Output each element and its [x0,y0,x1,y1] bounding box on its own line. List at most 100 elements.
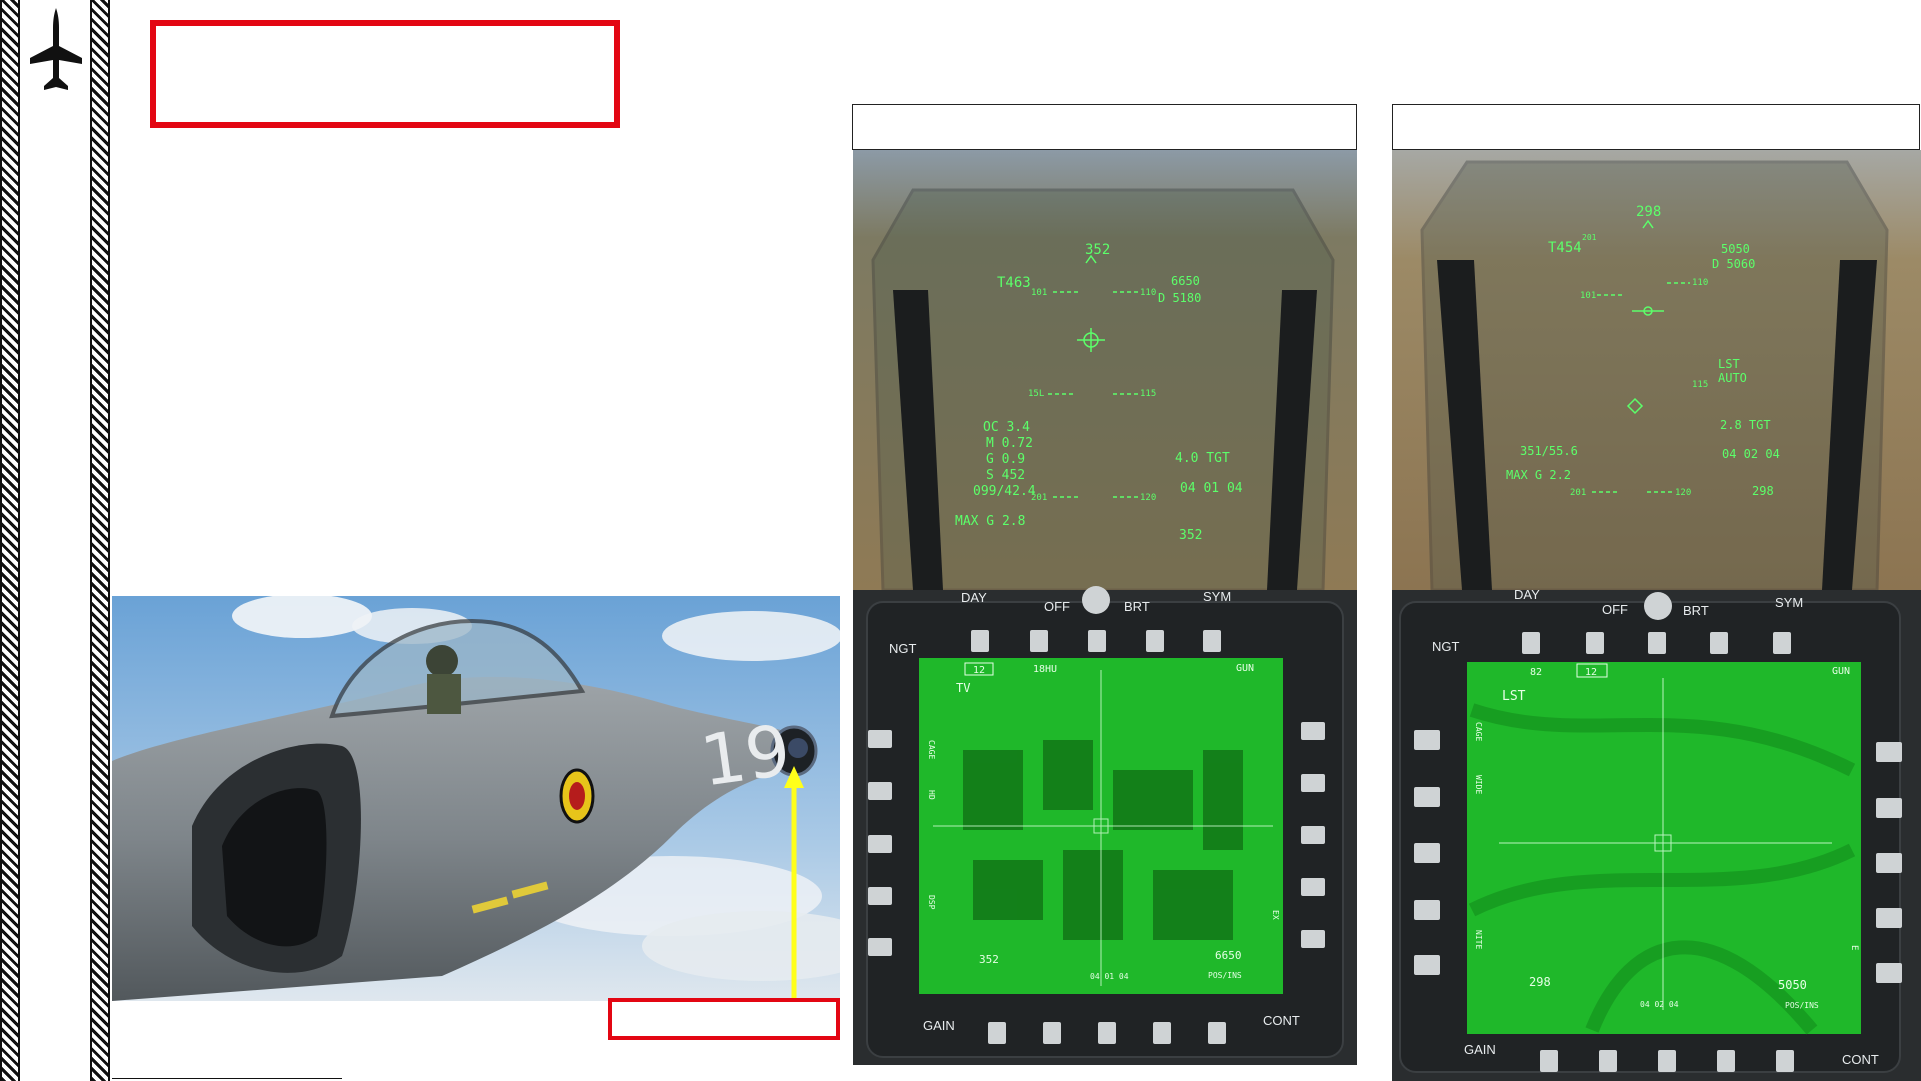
mpcd-right-ngt-label: NGT [1432,639,1460,654]
mpcd-left-screen-side-left1: CAGE [927,740,936,759]
mpcd-left-off-label: OFF [1044,599,1070,614]
mpcd-left-screen-mode: TV [956,681,970,695]
mpcd-right-right-button-1[interactable] [1876,742,1902,762]
mpcd-left-day-label: DAY [961,590,987,605]
mpcd-right-screen-top-right: GUN [1832,666,1850,677]
mpcd-right-left-button-3[interactable] [1414,843,1440,863]
mpcd-right-screen-side-left2: WIDE [1474,775,1483,794]
hud-r-range: 2.8 TGT [1720,418,1771,432]
mpcd-left-screen-heading: 352 [979,953,999,966]
mpcd-right-right-button-3[interactable] [1876,853,1902,873]
mpcd-left-screen-box: 12 [973,665,985,676]
callout-box [608,998,840,1040]
mpcd-right-gain-label: GAIN [1464,1042,1496,1057]
mpcd-right-right-button-2[interactable] [1876,798,1902,818]
hud-ladder-mid-right: 115 [1140,389,1156,399]
mpcd-right-bottom-button-3[interactable] [1658,1050,1676,1072]
mpcd-right-screen-mode: LST [1502,689,1526,704]
hud-r-target-heading: T454 [1548,240,1582,256]
mpcd-left-bottom-button-4[interactable] [1153,1022,1171,1044]
hud-r-ladder-top-left: 101 [1580,291,1596,301]
mpcd-left-left-button-1[interactable] [868,730,892,748]
mpcd-left-right-button-2[interactable] [1301,774,1325,792]
hud-ladder-top-left: 101 [1031,288,1047,298]
mpcd-right-screen-pos: POS/INS [1785,1001,1819,1010]
hud-r-bearing: 351/55.6 [1520,444,1578,458]
hud-r-max-g: MAX G 2.2 [1506,468,1571,482]
hud-ladder-mid-left: 15L [1028,389,1044,399]
mpcd-right-top-button-2[interactable] [1586,632,1604,654]
hud-ladder-low-left: 201 [1031,493,1047,503]
aircraft-photo: 19 [112,596,840,1001]
right-cockpit-screenshot: 298 T454 5050 D 5060 LST AUTO 2.8 TGT 04… [1392,150,1921,1081]
mpcd-left-right-button-3[interactable] [1301,826,1325,844]
hud-target-heading: T463 [997,275,1031,291]
mpcd-left-top-button-5[interactable] [1203,630,1221,652]
hud-r-ladder-low-left: 201 [1570,488,1586,498]
mpcd-left-brightness-knob[interactable] [1082,586,1110,614]
mpcd-left-left-button-5[interactable] [868,938,892,956]
mpcd-right-sym-label: SYM [1775,595,1803,610]
mpcd-left-screen-side-right: EX [1271,910,1280,920]
mpcd-right-left-button-5[interactable] [1414,955,1440,975]
hud-r-distance-top: 5050 [1721,242,1750,256]
hud-r-small: 201 [1582,233,1597,242]
left-cockpit-screenshot: 352 T463 6650 D 5180 OC 3.4 M 0.72 G 0.9… [853,150,1357,1065]
mpcd-right-brt-label: BRT [1683,603,1709,618]
mpcd-left-bottom-button-2[interactable] [1043,1022,1061,1044]
mpcd-right-right-button-4[interactable] [1876,908,1902,928]
mpcd-left-left-button-2[interactable] [868,782,892,800]
mpcd-left-right-button-4[interactable] [1301,878,1325,896]
hud-aoa: OC 3.4 [983,420,1030,435]
mpcd-right-right-button-5[interactable] [1876,963,1902,983]
mpcd-right-bottom-button-1[interactable] [1540,1050,1558,1072]
mpcd-left-screen-time: 04 01 04 [1090,972,1129,981]
mpcd-left-left-button-3[interactable] [868,835,892,853]
mpcd-left-bottom-button-1[interactable] [988,1022,1006,1044]
mpcd-left-right-button-5[interactable] [1301,930,1325,948]
hud-r-ladder-low-right: 120 [1675,488,1691,498]
right-panel-caption [1392,104,1920,150]
hatched-border-right [90,0,110,1081]
mpcd-right-bottom-button-4[interactable] [1717,1050,1735,1072]
hud-distance: D 5180 [1158,291,1201,305]
hud-speed: S 452 [986,468,1025,483]
mpcd-right-screen-side-right: E [1849,945,1859,950]
mpcd-right-top-button-1[interactable] [1522,632,1540,654]
mpcd-right-top-button-4[interactable] [1710,632,1728,654]
mpcd-right-top-button-3[interactable] [1648,632,1666,654]
mpcd-left-bottom-button-5[interactable] [1208,1022,1226,1044]
mpcd-left-top-button-2[interactable] [1030,630,1048,652]
mpcd-left-top-button-1[interactable] [971,630,989,652]
hud-r-heading-bottom: 298 [1752,484,1774,498]
mpcd-left-bottom-button-3[interactable] [1098,1022,1116,1044]
mpcd-right-bottom-button-2[interactable] [1599,1050,1617,1072]
mpcd-left-left-button-4[interactable] [868,887,892,905]
mpcd-right-cont-label: CONT [1842,1052,1879,1067]
mpcd-right-left-button-2[interactable] [1414,787,1440,807]
mpcd-left-gain-label: GAIN [923,1018,955,1033]
hud-g: G 0.9 [986,452,1025,467]
mpcd-right-screen-side-left3: NITE [1474,930,1483,949]
hud-ladder-top-right: 110 [1140,288,1156,298]
mpcd-right-brightness-knob[interactable] [1644,592,1672,620]
hud-mach: M 0.72 [986,436,1033,451]
mpcd-right-bottom-button-5[interactable] [1776,1050,1794,1072]
mpcd-right-screen-side-left1: CAGE [1474,722,1483,741]
mpcd-right-left-button-4[interactable] [1414,900,1440,920]
mpcd-left-right-button-1[interactable] [1301,722,1325,740]
mpcd-left-screen-pos: POS/INS [1208,971,1242,980]
mpcd-right-screen-top-left: 82 [1530,667,1542,678]
mpcd-left-top-button-3[interactable] [1088,630,1106,652]
mpcd-right-left-button-1[interactable] [1414,730,1440,750]
hud-time: 04 01 04 [1180,481,1243,496]
hud-r-distance: D 5060 [1712,257,1755,271]
mpcd-left-sym-label: SYM [1203,589,1231,604]
mpcd-left-screen-side-left3: DSP [927,895,936,910]
hud-r-mode-line2: AUTO [1718,371,1747,385]
mpcd-right-top-button-5[interactable] [1773,632,1791,654]
mpcd-left-screen-top-right: GUN [1236,663,1254,674]
mpcd-left-screen-top-mid: 18HU [1033,664,1057,675]
mpcd-left-screen-side-left2: HD [927,790,936,800]
mpcd-left-top-button-4[interactable] [1146,630,1164,652]
